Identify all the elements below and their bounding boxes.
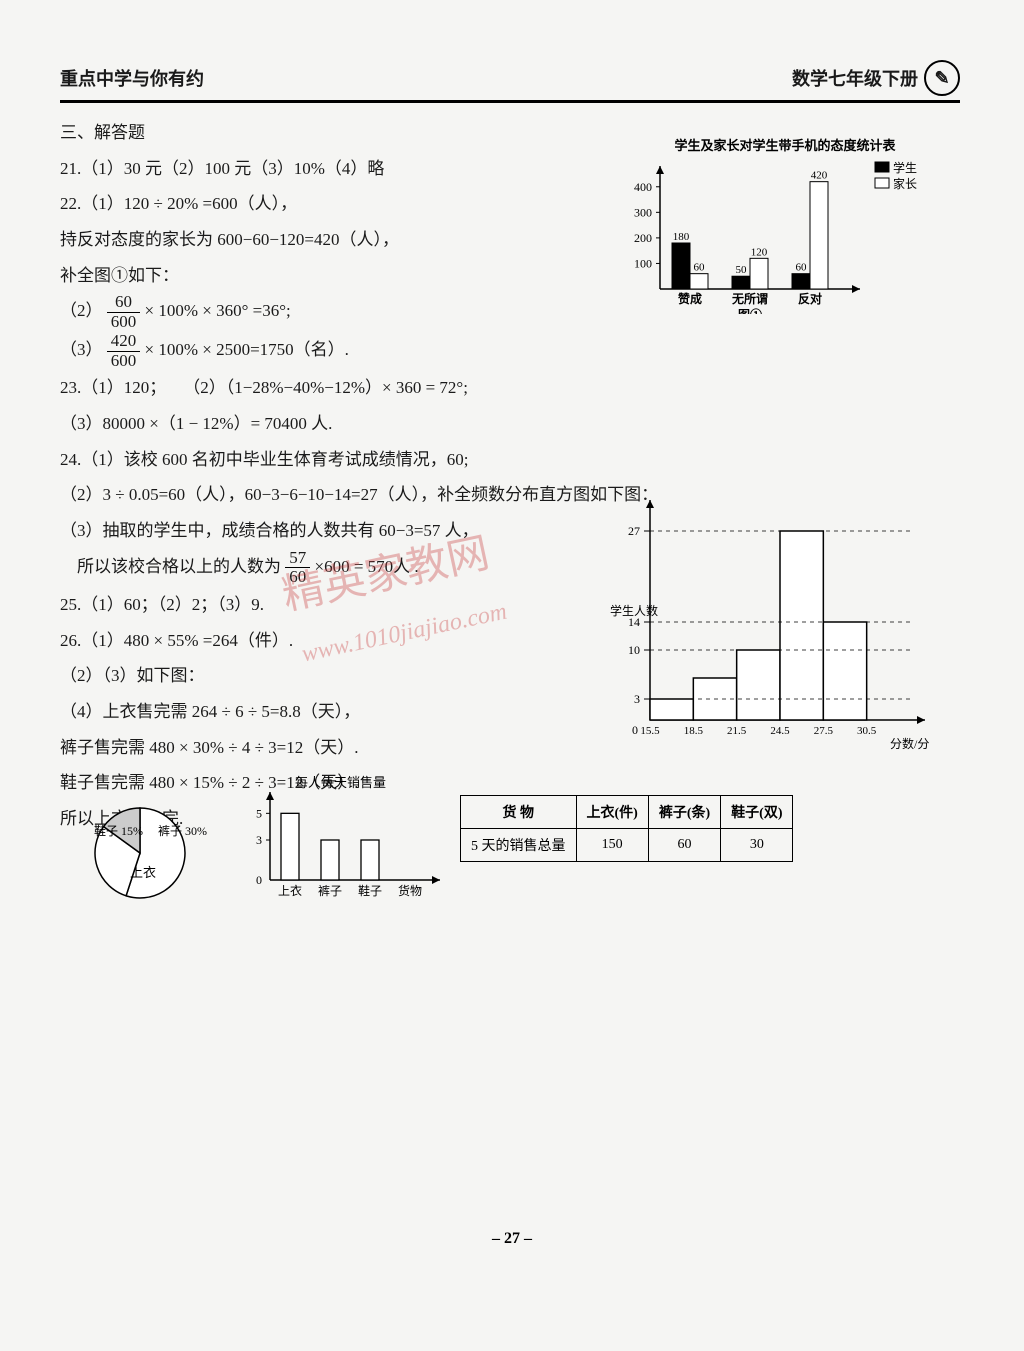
svg-text:货物: 货物 (398, 883, 422, 898)
fraction-57-60: 57 60 (285, 549, 310, 587)
svg-text:24.5: 24.5 (770, 725, 790, 737)
sales-bar-chart: 每人每天销售量 3 5 0 上衣 裤子 鞋子 货物 (240, 775, 450, 909)
th-goods: 货 物 (461, 796, 577, 829)
svg-text:赞成: 赞成 (677, 291, 702, 306)
svg-text:50: 50 (736, 264, 748, 276)
line-23b: （3）80000 ×（1 − 12%）= 70400 人. (60, 406, 960, 442)
svg-text:100: 100 (634, 256, 652, 270)
td-2: 30 (721, 829, 793, 862)
svg-text:60: 60 (694, 262, 706, 274)
th-pants: 裤子(条) (648, 796, 720, 829)
svg-text:3: 3 (634, 692, 640, 706)
svg-text:27: 27 (628, 524, 640, 538)
svg-text:27.5: 27.5 (814, 725, 834, 737)
svg-text:180: 180 (673, 231, 690, 243)
svg-text:5: 5 (256, 806, 262, 820)
svg-text:家长: 家长 (893, 176, 917, 191)
svg-text:分数/分: 分数/分 (890, 736, 929, 750)
svg-text:0: 0 (256, 873, 262, 887)
page-number: – 27 – (0, 1230, 1024, 1248)
svg-text:无所谓: 无所谓 (731, 291, 768, 306)
line-24a: 24.（1）该校 600 名初中毕业生体育考试成绩情况，60; (60, 442, 960, 478)
header-right-text: 数学七年级下册 (792, 65, 918, 91)
svg-text:鞋子 15%: 鞋子 15% (94, 823, 143, 838)
svg-text:反对: 反对 (798, 291, 822, 306)
fraction-60-600: 60 600 (107, 293, 141, 331)
svg-text:上衣: 上衣 (278, 883, 302, 898)
svg-text:30.5: 30.5 (857, 725, 877, 737)
svg-text:21.5: 21.5 (727, 725, 747, 737)
svg-text:鞋子: 鞋子 (358, 883, 382, 898)
svg-text:图①: 图① (738, 307, 762, 314)
header-right: 数学七年级下册 ✎ (792, 60, 960, 96)
svg-text:学生: 学生 (893, 160, 917, 175)
score-histogram: 学生人数分数/分310142715.518.521.524.527.530.50 (600, 480, 940, 750)
l22e-pre: （3） (60, 340, 103, 359)
svg-text:200: 200 (634, 231, 652, 245)
svg-text:每人每天销售量: 每人每天销售量 (295, 775, 386, 790)
chart1-title: 学生及家长对学生带手机的态度统计表 (620, 135, 950, 154)
table-data-row: 5 天的销售总量 150 60 30 (461, 829, 793, 862)
line-22e: （3） 420 600 × 100% × 2500=1750（名）. (60, 332, 960, 370)
svg-text:10: 10 (628, 643, 640, 657)
td-label: 5 天的销售总量 (461, 829, 577, 862)
svg-text:14: 14 (628, 615, 640, 629)
l22e-post: × 100% × 2500=1750（名）. (145, 340, 349, 359)
svg-text:裤子 30%: 裤子 30% (158, 824, 207, 838)
sales-table: 货 物 上衣(件) 裤子(条) 鞋子(双) 5 天的销售总量 150 60 30 (460, 795, 793, 862)
header-left: 重点中学与你有约 (60, 65, 204, 91)
logo-icon: ✎ (924, 60, 960, 96)
l22d-post: × 100% × 360° =36°; (145, 302, 291, 321)
bar2-svg: 每人每天销售量 3 5 0 上衣 裤子 鞋子 货物 (240, 775, 450, 905)
th-shoes: 鞋子(双) (721, 796, 793, 829)
l22d-pre: （2） (60, 302, 103, 321)
td-1: 60 (648, 829, 720, 862)
frac-den: 60 (285, 568, 310, 587)
histo-svg: 学生人数分数/分310142715.518.521.524.527.530.50 (600, 480, 940, 750)
svg-text:0: 0 (632, 723, 638, 737)
svg-text:15.5: 15.5 (640, 725, 660, 737)
svg-text:18.5: 18.5 (684, 725, 704, 737)
chart1-svg: 学生家长 100 200 300 400 180 60 赞成 50120 无所谓 60 420 反对图① (620, 154, 940, 314)
svg-text:裤子: 裤子 (318, 884, 342, 898)
td-0: 150 (576, 829, 648, 862)
attitude-bar-chart: 学生及家长对学生带手机的态度统计表 学生家长 100 200 300 400 180 60 赞… (620, 135, 950, 318)
bottom-figures: 裤子 30%鞋子 15%上衣 每人每天销售量350上衣裤子鞋子货物 货 物 上衣… (60, 775, 960, 925)
svg-text:60: 60 (796, 262, 808, 274)
th-top: 上衣(件) (576, 796, 648, 829)
pie-chart: 裤子 30% 鞋子 15% 上衣 (60, 783, 210, 918)
svg-text:上衣: 上衣 (130, 865, 156, 880)
frac-den: 600 (107, 313, 141, 332)
frac-den: 600 (107, 352, 141, 371)
page-header: 重点中学与你有约 数学七年级下册 ✎ (60, 60, 960, 103)
svg-text:420: 420 (811, 170, 828, 182)
fraction-420-600: 420 600 (107, 332, 141, 370)
svg-text:300: 300 (634, 205, 652, 219)
frac-num: 420 (107, 332, 141, 352)
svg-text:400: 400 (634, 180, 652, 194)
l24d-post: ×600 = 570人 . (315, 557, 419, 576)
svg-text:3: 3 (256, 833, 262, 847)
svg-text:120: 120 (751, 246, 768, 258)
frac-num: 60 (107, 293, 141, 313)
l24d-pre: 所以该校合格以上的人数为 (60, 557, 285, 576)
pie-svg: 裤子 30% 鞋子 15% 上衣 (60, 783, 210, 913)
line-23a: 23.（1）120； （2）（1−28%−40%−12%）× 360 = 72°… (60, 370, 960, 406)
table-header-row: 货 物 上衣(件) 裤子(条) 鞋子(双) (461, 796, 793, 829)
frac-num: 57 (285, 549, 310, 569)
